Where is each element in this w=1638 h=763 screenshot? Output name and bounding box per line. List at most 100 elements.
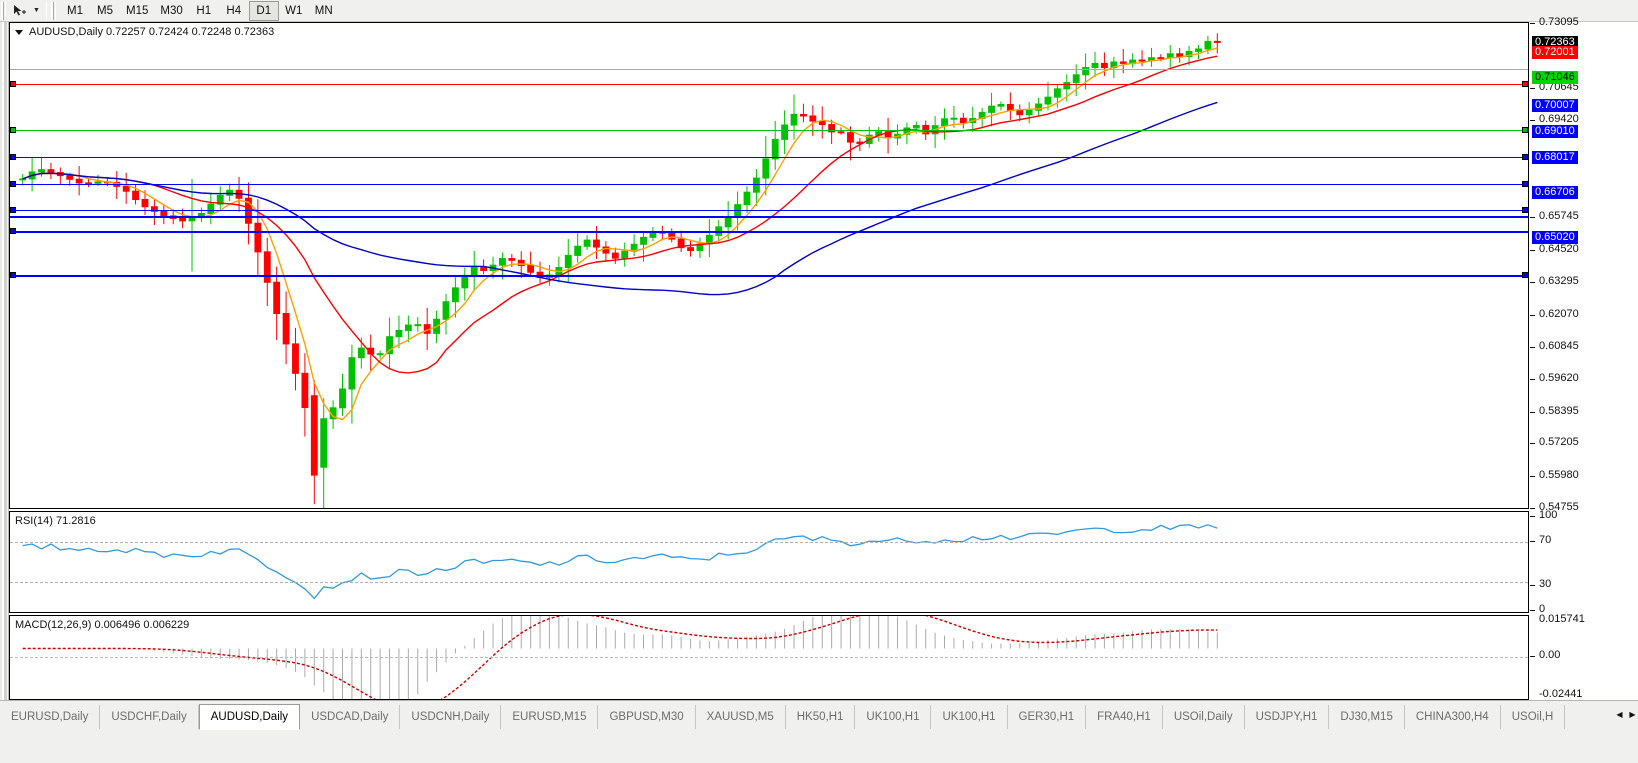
price-tick-mark [1530, 217, 1535, 219]
macd-pane[interactable]: MACD(12,26,9) 0.006496 0.006229 [9, 615, 1529, 700]
candle-body [1063, 82, 1071, 90]
level-line-066706[interactable] [10, 228, 1528, 234]
toolbar-grip[interactable] [1, 1, 6, 20]
level-handle-right[interactable] [1522, 181, 1528, 187]
toolbar-dropdown-caret-icon[interactable]: ▼ [33, 7, 40, 14]
candle-body [301, 372, 309, 408]
tab-scroll-right-icon[interactable]: ▶ [1629, 709, 1636, 719]
macd-tick-label: -0.02441 [1539, 688, 1583, 700]
rsi-pane[interactable]: RSI(14) 71.2816 [9, 511, 1529, 613]
chart-tab-usdchf-daily[interactable]: USDCHF,Daily [100, 705, 199, 729]
price-level-badge-level[interactable]: 0.69010 [1532, 125, 1578, 139]
candle-body [1119, 61, 1127, 64]
candle-body [1213, 40, 1221, 43]
crosshair-cursor-icon[interactable] [8, 1, 30, 21]
price-tick-mark [1530, 314, 1535, 316]
level-handle-left[interactable] [10, 81, 16, 87]
candle-body [339, 388, 346, 409]
chart-tab-eurusd-daily[interactable]: EURUSD,Daily [0, 705, 101, 729]
level-handle-left[interactable] [10, 154, 16, 160]
level-handle-left[interactable] [10, 181, 16, 187]
price-level-badge-level[interactable]: 0.66706 [1532, 185, 1578, 199]
timeframe-button-d1[interactable]: D1 [248, 0, 279, 21]
price-tick-label: 0.54755 [1539, 501, 1579, 513]
chart-tab-usdcad-daily[interactable]: USDCAD,Daily [300, 705, 401, 729]
chart-tab-audusd-daily[interactable]: AUDUSD,Daily [198, 704, 301, 730]
candle-body [837, 131, 845, 134]
chart-tab-uk100-h1[interactable]: UK100,H1 [855, 705, 932, 729]
timeframe-button-m1[interactable]: M1 [60, 0, 90, 21]
timeframe-button-m30[interactable]: M30 [154, 0, 189, 21]
level-handle-left[interactable] [10, 228, 16, 234]
price-pane[interactable]: AUDUSD,Daily 0.72257 0.72424 0.72248 0.7… [9, 22, 1529, 509]
level-line-065020[interactable] [10, 272, 1528, 278]
chart-tab-gbpusd-m30[interactable]: GBPUSD,M30 [598, 705, 696, 729]
toolbar-separator [46, 1, 47, 20]
timeframe-button-group: M1 M5 M15 M30 H1 H4 D1 W1 MN [60, 0, 339, 22]
level-line-070007[interactable] [10, 154, 1528, 160]
level-line-066706-upper[interactable] [10, 216, 1528, 218]
timeframe-button-h4[interactable]: H4 [218, 0, 249, 21]
price-pane-header: AUDUSD,Daily 0.72257 0.72424 0.72248 0.7… [15, 26, 274, 38]
chart-tab-fra40-h1[interactable]: FRA40,H1 [1086, 705, 1163, 729]
candle-body [687, 247, 694, 252]
level-line-069010[interactable] [10, 181, 1528, 187]
chart-tab-usoil-daily[interactable]: USOil,Daily [1162, 705, 1245, 729]
price-tick-label: 0.59620 [1539, 372, 1579, 385]
candle-body [38, 169, 45, 173]
chart-tab-usoil-h[interactable]: USOil,H [1500, 705, 1566, 729]
candlestick-series [19, 33, 1221, 508]
candle-body [150, 206, 158, 212]
chart-tab-usdjpy-h1[interactable]: USDJPY,H1 [1244, 705, 1330, 729]
price-level-badge-resistance[interactable]: 0.72001 [1532, 45, 1578, 59]
chart-tab-xauusd-m5[interactable]: XAUUSD,M5 [695, 705, 786, 729]
level-line-support-071046[interactable] [10, 127, 1528, 133]
level-handle-left[interactable] [10, 127, 16, 133]
chart-tab-usdcnh-daily[interactable]: USDCNH,Daily [400, 705, 502, 729]
candle-body [959, 117, 967, 124]
level-handle-right[interactable] [1522, 272, 1528, 278]
level-line-last-price[interactable] [10, 69, 1528, 70]
chart-tab-eurusd-m15[interactable]: EURUSD,M15 [501, 705, 599, 729]
price-level-badge-level[interactable]: 0.65020 [1532, 230, 1578, 244]
level-handle-left[interactable] [10, 207, 16, 213]
candle-body [310, 395, 318, 476]
chart-tab-dj30-m15[interactable]: DJ30,M15 [1329, 705, 1405, 729]
chart-tab-china300-h4[interactable]: CHINA300,H4 [1404, 705, 1501, 729]
level-handle-right[interactable] [1522, 127, 1528, 133]
level-handle-right[interactable] [1522, 154, 1528, 160]
candle-body [94, 181, 102, 184]
price-level-badge-level[interactable]: 0.70007 [1532, 98, 1578, 112]
timeframe-button-w1[interactable]: W1 [278, 0, 309, 21]
price-axis[interactable]: 0.73095 0.70645 0.69420 0.65745 0.64520 0.632… [1529, 17, 1638, 700]
level-line-resistance-072001[interactable] [10, 81, 1528, 87]
candle-body [19, 178, 27, 181]
collapse-caret-icon[interactable] [15, 29, 23, 35]
price-tick-label: 0.62070 [1539, 307, 1579, 320]
price-level-badge-level[interactable]: 0.68017 [1532, 151, 1578, 165]
chart-area: AUDUSD,Daily 0.72257 0.72424 0.72248 0.7… [0, 17, 1638, 722]
chart-left-splitter[interactable] [0, 22, 9, 700]
chart-tab-hk50-h1[interactable]: HK50,H1 [785, 705, 856, 729]
timeframe-button-m5[interactable]: M5 [90, 0, 120, 21]
chart-tab-ger30-h1[interactable]: GER30,H1 [1007, 705, 1087, 729]
level-line-068017[interactable] [10, 207, 1528, 213]
candle-body [263, 251, 271, 283]
price-level-badge-support[interactable]: 0.71046 [1532, 71, 1578, 85]
level-handle-right[interactable] [1522, 207, 1528, 213]
rsi-tick-label: 30 [1539, 578, 1552, 590]
timeframe-button-h1[interactable]: H1 [188, 0, 219, 21]
candle-body [414, 324, 422, 327]
timeframe-grip[interactable] [51, 1, 56, 20]
price-pane-canvas [10, 23, 1528, 508]
candle-body [499, 258, 506, 266]
chart-tab-uk100-h1[interactable]: UK100,H1 [931, 705, 1008, 729]
candle-body [640, 236, 647, 245]
tab-scroll-left-icon[interactable]: ◀ [1616, 709, 1623, 719]
timeframe-button-mn[interactable]: MN [308, 0, 339, 21]
timeframe-button-m15[interactable]: M15 [120, 0, 155, 21]
candle-body [1025, 109, 1033, 116]
level-handle-right[interactable] [1522, 81, 1528, 87]
level-handle-left[interactable] [10, 272, 16, 278]
candle-body [461, 274, 469, 289]
